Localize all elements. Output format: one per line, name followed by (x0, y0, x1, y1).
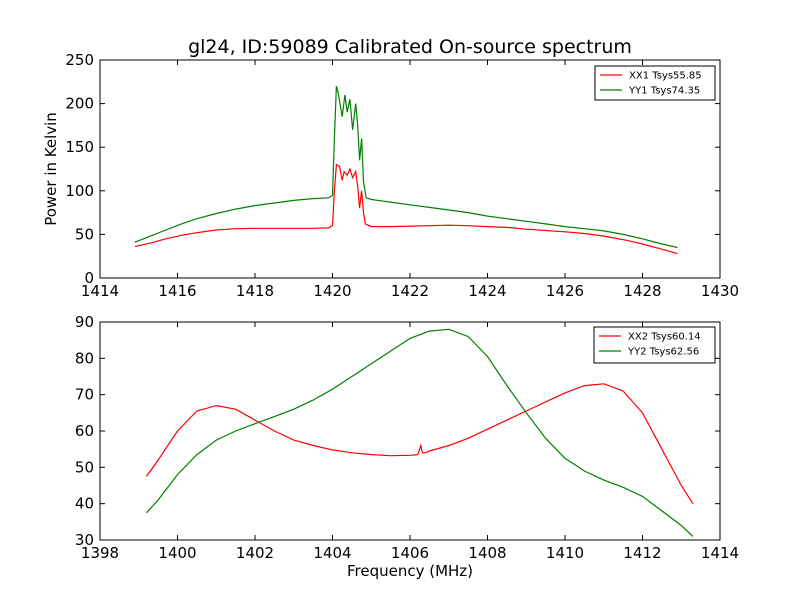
x-tick-label: 1398 (81, 544, 119, 562)
x-axis-label: Frequency (MHz) (347, 562, 473, 580)
y-tick-label: 250 (65, 51, 94, 69)
y-tick-label: 80 (75, 349, 94, 367)
y-tick-label: 70 (75, 386, 94, 404)
x-tick-label: 1410 (546, 544, 584, 562)
x-tick-label: 1416 (158, 282, 196, 300)
x-tick-label: 1406 (391, 544, 429, 562)
y-axis-label: Power in Kelvin (42, 112, 60, 226)
x-tick-label: 1408 (468, 544, 506, 562)
x-tick-label: 1430 (701, 282, 739, 300)
panel-top: 1414 1416 1418 1420 1422 1424 1426 1428 1430 0 50 1… (42, 51, 739, 300)
series-line-xx1 (134, 163, 678, 255)
x-tick-label: 1414 (81, 282, 119, 300)
x-tick-label: 1426 (546, 282, 584, 300)
panel-bottom: 1398 1400 1402 1404 1406 1408 1410 1412 1414 30 40… (75, 313, 739, 580)
legend-entry: XX2 Tsys60.14 (628, 332, 701, 343)
y-tick-label: 90 (75, 313, 94, 331)
y-tick-label: 0 (84, 269, 94, 287)
y-tick-label: 40 (75, 495, 94, 513)
y-tick-label: 150 (65, 138, 94, 156)
legend-entry: XX1 Tsys55.85 (629, 71, 702, 82)
x-tick-label: 1414 (701, 544, 739, 562)
x-tick-label: 1420 (313, 282, 351, 300)
x-tick-label: 1400 (158, 544, 196, 562)
y-tick-label: 100 (65, 182, 94, 200)
x-tick-label: 1404 (313, 544, 351, 562)
series-line-xx2 (146, 383, 694, 505)
series-line-yy2 (146, 328, 694, 537)
legend-entry: YY2 Tsys62.56 (627, 347, 699, 358)
x-tick-label: 1424 (468, 282, 506, 300)
series-line-yy1 (134, 86, 678, 249)
x-tick-label: 1428 (623, 282, 661, 300)
y-tick-label: 50 (75, 225, 94, 243)
y-tick-label: 200 (65, 95, 94, 113)
x-tick-label: 1412 (623, 544, 661, 562)
x-tick-label: 1418 (236, 282, 274, 300)
legend-box (594, 65, 716, 101)
x-tick-label: 1402 (236, 544, 274, 562)
legend-entry: YY1 Tsys74.35 (628, 86, 700, 97)
y-tick-label: 60 (75, 422, 94, 440)
x-tick-label: 1422 (391, 282, 429, 300)
figure-title: gl24, ID:59089 Calibrated On-source spec… (188, 36, 632, 58)
y-tick-label: 30 (75, 531, 94, 549)
y-tick-label: 50 (75, 458, 94, 476)
legend-box (593, 326, 716, 364)
